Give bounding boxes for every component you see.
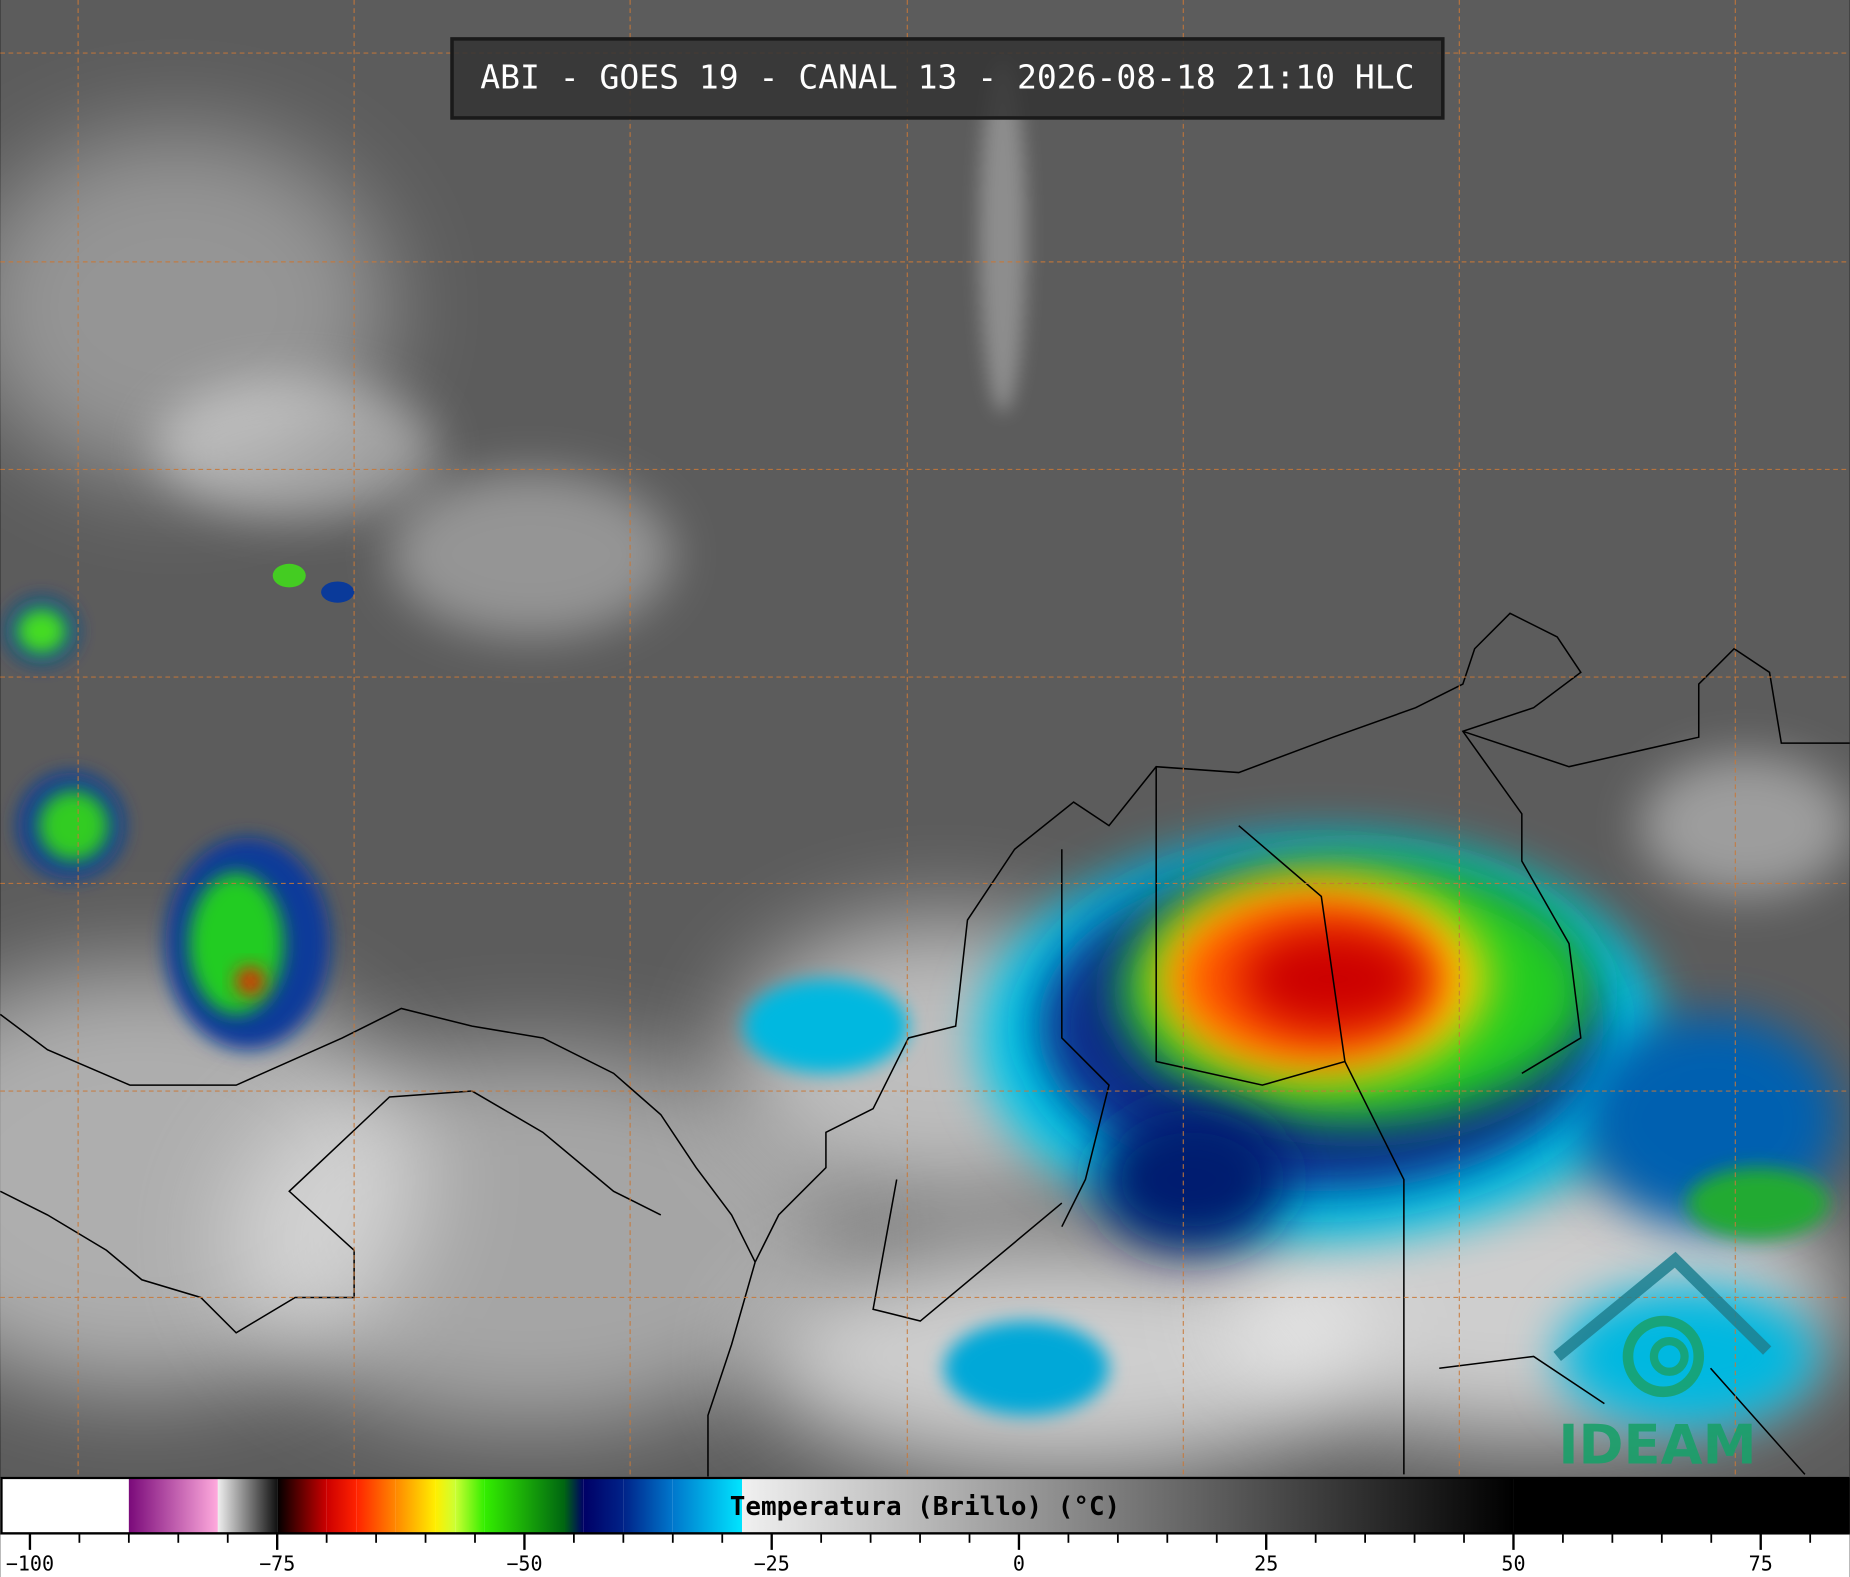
colorbar-tick-label: −50 [506, 1552, 542, 1576]
colorbar-label: Temperatura (Brillo) (°C) [730, 1492, 1120, 1522]
colorbar-segment [217, 1477, 278, 1534]
colorbar-segment [623, 1477, 673, 1534]
colorbar-tick-label: −25 [754, 1552, 790, 1576]
colorbar-segment [455, 1477, 485, 1534]
colorbar-frame [0, 1476, 1850, 1535]
colorbar-segment [564, 1477, 584, 1534]
colorbar-segment [128, 1477, 218, 1534]
colorbar-segment [326, 1477, 357, 1534]
colorbar-segment [435, 1477, 456, 1534]
colorbar: −100 −75 −50 −25 0 25 50 75 [0, 1477, 1850, 1576]
logo-text: IDEAM [1558, 1414, 1756, 1477]
convective-cells [6, 563, 1841, 1428]
colorbar-segment [672, 1477, 743, 1534]
colorbar-tick-label: 25 [1254, 1552, 1278, 1576]
colorbar-segment [395, 1477, 436, 1534]
colorbar-segment [0, 1477, 129, 1534]
colorbar-tick-label: 50 [1501, 1552, 1525, 1576]
colorbar-tick-label: −75 [259, 1552, 295, 1576]
colorbar-tick-label: 75 [1749, 1552, 1773, 1576]
colorbar-tick-label: 0 [1013, 1552, 1025, 1576]
colorbar-segment [484, 1477, 565, 1534]
colorbar-tick-label: −100 [6, 1552, 54, 1576]
colorbar-segment [583, 1477, 624, 1534]
logo: IDEAM [1553, 1251, 1772, 1477]
title: ABI - GOES 19 - CANAL 13 - 2026-08-18 21… [480, 58, 1414, 97]
colorbar-segment [356, 1477, 396, 1534]
graticule [0, 0, 1850, 1477]
colorbar-segment [742, 1477, 1514, 1534]
title-box: ABI - GOES 19 - CANAL 13 - 2026-08-18 21… [450, 37, 1445, 120]
colorbar-segment [277, 1477, 327, 1534]
colorbar-segment [1513, 1477, 1850, 1534]
